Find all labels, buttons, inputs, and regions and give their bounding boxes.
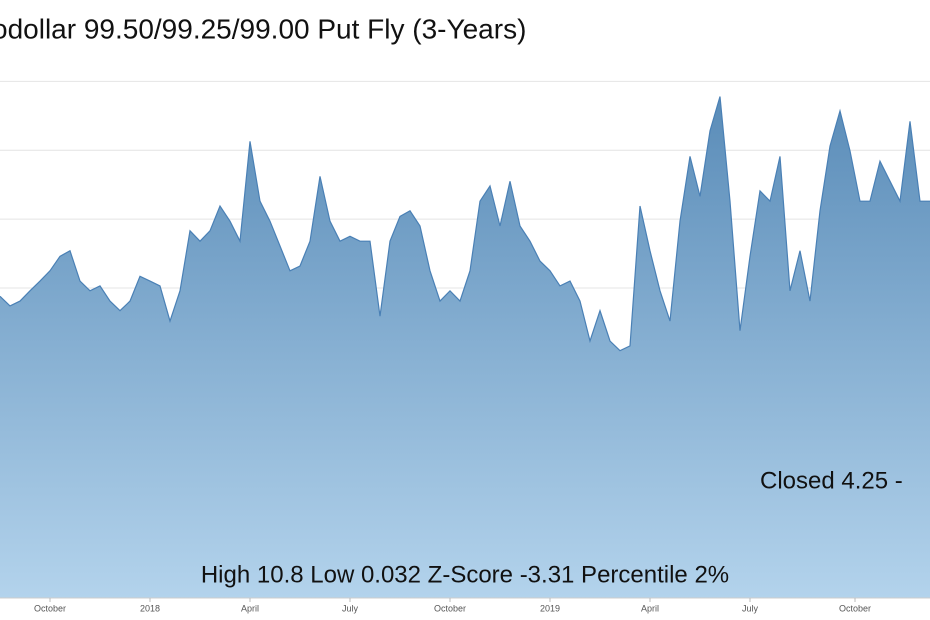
x-tick-label: October bbox=[434, 603, 466, 613]
chart-title: odollar 99.50/99.25/99.00 Put Fly (3-Yea… bbox=[0, 13, 526, 44]
annotation: High 10.8 Low 0.032 Z-Score -3.31 Percen… bbox=[201, 561, 729, 588]
plot bbox=[0, 96, 930, 598]
x-tick-label: April bbox=[241, 603, 259, 613]
x-tick-label: July bbox=[742, 603, 759, 613]
x-tick-label: October bbox=[839, 603, 871, 613]
x-tick-label: 2018 bbox=[140, 603, 160, 613]
x-tick-label: October bbox=[34, 603, 66, 613]
area-line bbox=[0, 96, 930, 352]
annotation: Closed 4.25 - bbox=[760, 467, 903, 494]
x-tick-label: July bbox=[342, 603, 359, 613]
x-tick-label: April bbox=[641, 603, 659, 613]
area-fill bbox=[0, 96, 930, 598]
x-axis: October 2018 April July October 2019 April July… bbox=[0, 597, 930, 613]
x-tick-label: 2019 bbox=[540, 603, 560, 613]
